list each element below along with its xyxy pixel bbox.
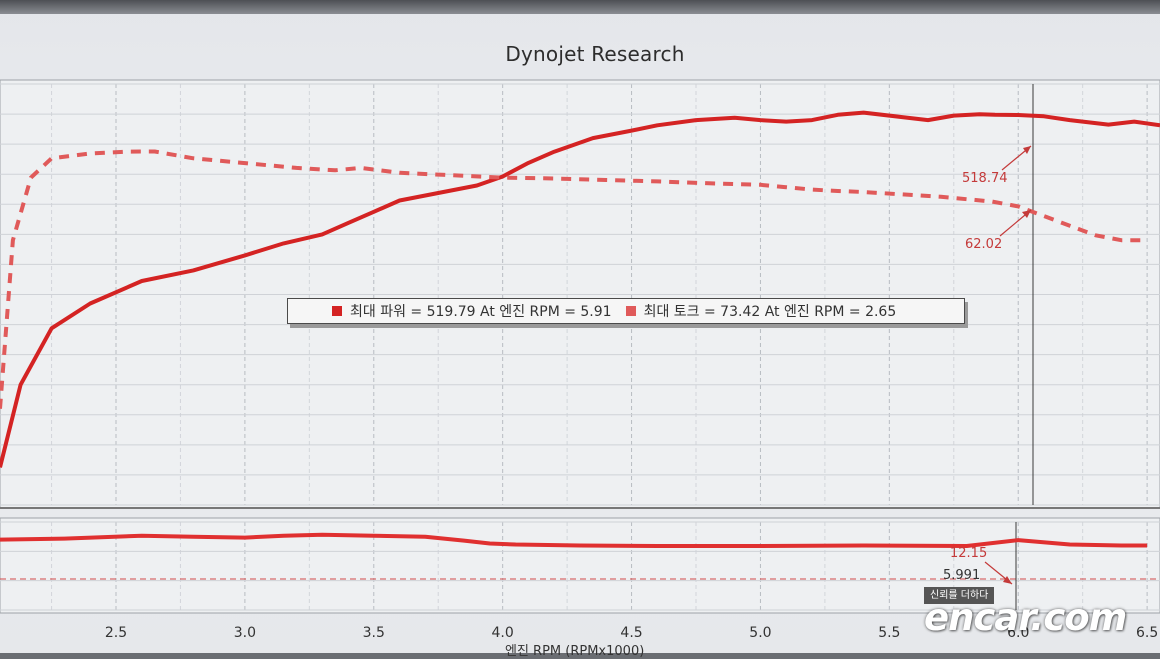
afr-reference-value: 5.991 [943,568,981,583]
x-tick-label: 4.0 [491,625,514,641]
series-line-afr [0,532,1148,548]
torque-arrowhead [1022,210,1031,218]
legend-item-power: 최대 파워 = 519.79 At 엔진 RPM = 5.91 [332,301,612,321]
cursor-torque-value: 62.02 [965,237,1003,252]
plot-series [0,110,1160,548]
x-tick-label: 2.5 [104,625,128,641]
legend-item-torque: 최대 토크 = 73.42 At 엔진 RPM = 2.65 [625,301,897,321]
x-tick-label: 6.0 [1007,625,1030,641]
series-line-power [0,110,1160,468]
watermark-tagline: 신뢰를 더하다 [924,587,995,604]
legend-swatch-power [332,306,342,316]
chart-title: Dynojet Research [505,42,685,66]
x-tick-label: 6.5 [1135,625,1159,641]
x-axis-label: 엔진 RPM (RPMx1000) [505,644,645,659]
cursor-afr-value: 12.15 [950,546,988,561]
plot-grid [0,83,1160,611]
x-tick-label: 3.5 [362,625,385,641]
legend-label-power: 최대 파워 = 519.79 At 엔진 RPM = 5.91 [350,304,612,320]
power-arrowhead [1023,146,1031,154]
x-tick-label: 4.5 [620,625,643,641]
window-top-bar [0,0,1160,14]
encar-watermark-logo: encar.com [924,596,1127,639]
x-tick-label: 5.0 [749,625,772,641]
legend-label-torque: 최대 토크 = 73.42 At 엔진 RPM = 2.65 [643,304,897,320]
x-tick-label: 5.5 [878,625,901,641]
cursor-power-value: 518.74 [962,171,1008,186]
legend-swatch-torque [625,306,636,316]
afr-arrowhead [1003,576,1012,584]
x-tick-label: 3.0 [233,625,257,641]
legend-box: 최대 파워 = 519.79 At 엔진 RPM = 5.91 최대 토크 = … [287,298,965,324]
